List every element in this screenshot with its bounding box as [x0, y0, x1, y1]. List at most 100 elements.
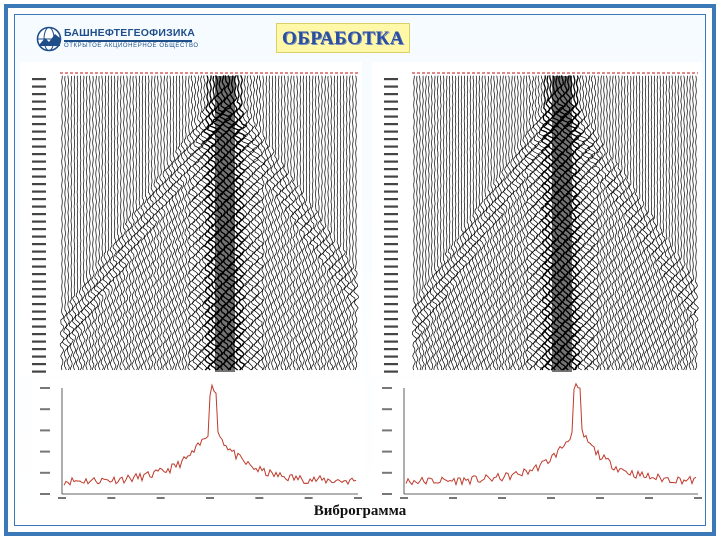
x-tick-label: [694, 497, 702, 499]
x-tick-label: [58, 497, 66, 499]
time-tick-label: [384, 333, 398, 336]
y-tick-label: [40, 387, 50, 389]
x-tick-label: [206, 497, 214, 499]
time-tick-label: [32, 333, 46, 336]
time-tick-label: [32, 348, 46, 351]
time-tick-label: [384, 310, 398, 313]
slide-title: ОБРАБОТКА: [281, 28, 405, 49]
logo-divider: [64, 40, 192, 42]
time-tick-label: [384, 258, 398, 261]
time-tick-label: [32, 310, 46, 313]
time-tick-label: [32, 363, 46, 366]
outer-border: [4, 4, 716, 536]
time-tick-label: [32, 93, 46, 96]
x-tick-label: [449, 497, 457, 499]
y-tick-label: [382, 493, 392, 495]
time-tick-label: [32, 228, 46, 231]
time-tick-label: [384, 220, 398, 223]
time-tick-label: [384, 228, 398, 231]
time-tick-label: [32, 213, 46, 216]
spectrum-curve: [63, 383, 357, 486]
time-tick-label: [384, 115, 398, 118]
globe-logo-icon: [36, 26, 62, 52]
time-tick-label: [384, 235, 398, 238]
time-tick-label: [32, 243, 46, 246]
y-tick-label: [40, 471, 50, 474]
y-tick-label: [382, 429, 392, 432]
time-tick-label: [384, 108, 398, 111]
y-tick-label: [382, 450, 392, 453]
company-logo: БАШНЕФТЕГЕОФИЗИКА ОТКРЫТОЕ АКЦИОНЕРНОЕ О…: [36, 26, 198, 54]
y-tick-label: [382, 387, 392, 389]
time-tick-label: [384, 213, 398, 216]
figure-caption: Виброграмма: [313, 503, 407, 519]
time-tick-label: [384, 303, 398, 306]
time-tick-label: [32, 115, 46, 118]
time-tick-label: [32, 100, 46, 103]
time-tick-label: [32, 130, 46, 133]
time-tick-label: [384, 160, 398, 163]
spectrum-curve: [405, 382, 697, 487]
time-tick-label: [32, 295, 46, 298]
time-tick-label: [384, 138, 398, 141]
time-tick-label: [32, 250, 46, 253]
time-tick-label: [384, 243, 398, 246]
time-tick-label: [384, 325, 398, 328]
x-tick-label: [400, 497, 408, 499]
x-tick-label: [255, 497, 264, 499]
time-tick-label: [384, 363, 398, 366]
time-tick-label: [384, 198, 398, 201]
time-tick-label: [384, 130, 398, 133]
x-tick-label: [304, 497, 313, 499]
time-tick-label: [32, 280, 46, 283]
time-tick-label: [32, 190, 46, 193]
seismogram-left-panel: [20, 62, 362, 376]
seismogram-right-panel: [372, 62, 702, 376]
time-tick-label: [384, 273, 398, 276]
time-tick-label: [32, 145, 46, 148]
near-offset-zone: [552, 76, 572, 372]
time-tick-label: [32, 153, 46, 156]
x-tick-label: [354, 497, 362, 499]
time-tick-label: [384, 370, 398, 373]
time-tick-label: [32, 160, 46, 163]
time-tick-label: [32, 138, 46, 141]
time-tick-label: [32, 318, 46, 321]
time-tick-label: [32, 355, 46, 358]
x-tick-label: [107, 497, 116, 499]
time-tick-label: [32, 183, 46, 186]
time-tick-label: [32, 108, 46, 111]
time-tick-label: [384, 318, 398, 321]
time-tick-label: [384, 288, 398, 291]
time-tick-label: [32, 175, 46, 178]
x-tick-label: [547, 497, 555, 499]
time-tick-label: [32, 220, 46, 223]
time-tick-label: [32, 85, 46, 88]
x-tick-label: [645, 497, 653, 499]
time-tick-label: [32, 273, 46, 276]
x-tick-label: [498, 497, 506, 499]
x-tick-label: [596, 497, 604, 499]
time-tick-label: [384, 168, 398, 171]
time-tick-label: [384, 183, 398, 186]
time-tick-label: [384, 250, 398, 253]
time-tick-label: [384, 190, 398, 193]
time-tick-label: [384, 85, 398, 88]
logo-subtitle: ОТКРЫТОЕ АКЦИОНЕРНОЕ ОБЩЕСТВО: [64, 43, 199, 49]
spectrum-right-panel: [374, 378, 704, 504]
time-tick-label: [32, 370, 46, 373]
y-tick-label: [40, 429, 50, 432]
y-tick-label: [382, 471, 392, 474]
time-tick-label: [32, 198, 46, 201]
time-tick-label: [384, 153, 398, 156]
time-tick-label: [384, 93, 398, 96]
time-tick-label: [384, 348, 398, 351]
time-tick-label: [384, 100, 398, 103]
y-tick-label: [40, 493, 50, 495]
y-tick-label: [382, 408, 392, 411]
time-tick-label: [384, 295, 398, 298]
time-tick-label: [32, 303, 46, 306]
time-tick-label: [384, 355, 398, 358]
y-tick-label: [40, 450, 50, 453]
time-tick-label: [32, 235, 46, 238]
